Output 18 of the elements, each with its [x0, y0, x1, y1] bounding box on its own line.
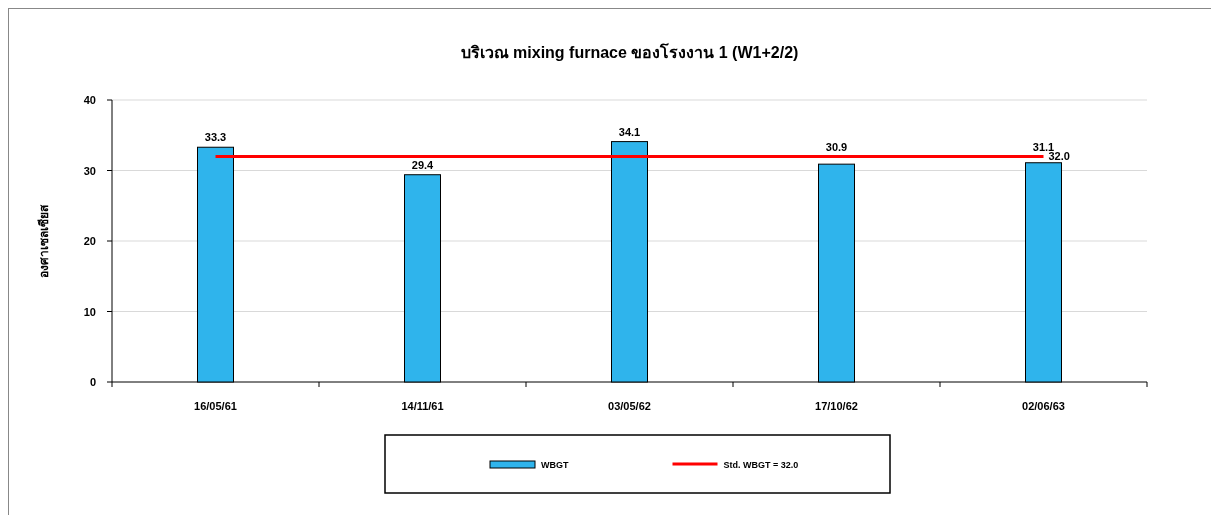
data-label: 34.1	[618, 125, 641, 138]
legend-label: Std. WBGT = 32.0	[723, 460, 799, 470]
data-label: 33.3	[204, 131, 227, 144]
x-tick-label: 17/10/62	[815, 400, 858, 412]
y-tick-label: 40	[83, 94, 96, 106]
x-tick-label: 03/05/62	[608, 400, 651, 412]
y-tick-label: 10	[83, 305, 96, 318]
y-tick-label: 0	[89, 376, 96, 388]
y-tick-label: 20	[83, 235, 96, 247]
x-tick-label: 16/05/61	[194, 400, 237, 412]
chart-title: บริเวณ mixing furnace ของโรงงาน 1 (W1+2/2)	[460, 42, 799, 61]
y-axis-title: องศาเซลเซียส	[37, 203, 51, 278]
data-label: 30.9	[825, 141, 848, 154]
y-tick-label: 30	[83, 164, 96, 177]
x-tick-label: 14/11/61	[401, 400, 444, 412]
data-label: 29.4	[411, 158, 435, 171]
legend-label: WBGT	[541, 460, 569, 470]
x-tick-label: 02/06/63	[1022, 400, 1065, 412]
